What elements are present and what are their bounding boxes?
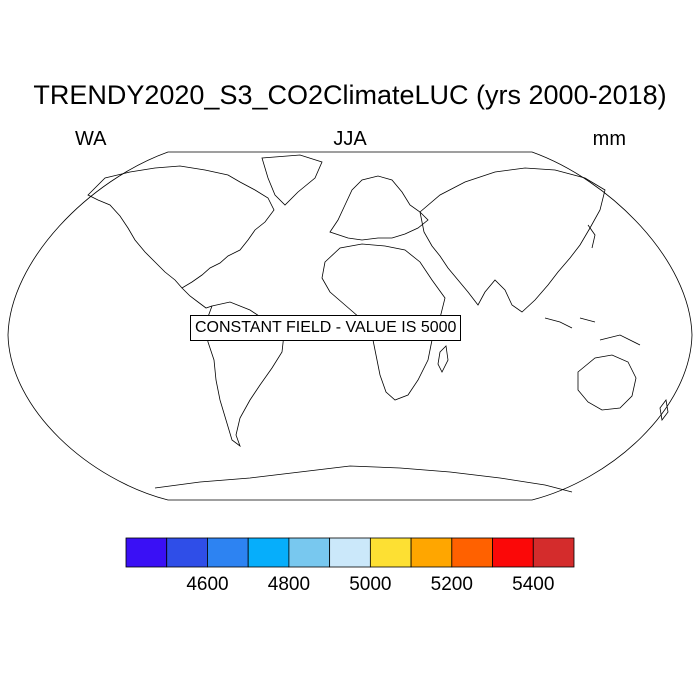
japan-coast [587, 224, 596, 249]
constant-field-label: CONSTANT FIELD - VALUE IS 5000 [190, 315, 462, 341]
greenland-coast [261, 154, 323, 206]
antarctica-coast [154, 465, 573, 493]
world-map [7, 151, 693, 501]
asia-coast [419, 167, 606, 313]
plot-title: TRENDY2020_S3_CO2ClimateLUC (yrs 2000-20… [33, 80, 667, 110]
center-string: JJA [333, 128, 367, 150]
units-string: mm [592, 128, 626, 150]
colorbar-tick-label: 4800 [268, 574, 310, 595]
colorbar-boxes [125, 537, 575, 568]
colorbar-tick-label: 5000 [349, 574, 391, 595]
southeast-asia-islands [544, 317, 641, 346]
colorbar-box [288, 537, 331, 568]
colorbar-box [329, 537, 371, 568]
colorbar-tick-label: 4600 [186, 574, 228, 595]
colorbar-tick-label: 5400 [512, 574, 554, 595]
colorbar-box [410, 537, 453, 568]
colorbar-box [166, 537, 208, 568]
central-america-coast [181, 287, 213, 309]
colorbar-tick-label: 5200 [431, 574, 473, 595]
new-zealand-coast [659, 399, 669, 421]
colorbar-box [492, 537, 534, 568]
colorbar-box [451, 537, 493, 568]
left-string: WA [75, 128, 107, 150]
colorbar: 4600 4800 5000 5200 5400 [125, 537, 575, 595]
madagascar-coast [437, 345, 449, 373]
colorbar-box [247, 537, 290, 568]
colorbar-box [125, 537, 168, 568]
australia-coast [577, 354, 637, 411]
colorbar-box [532, 537, 575, 568]
north-america-coast [87, 165, 275, 289]
colorbar-box [207, 537, 249, 568]
africa-coast [321, 243, 446, 401]
europe-coast [329, 175, 429, 241]
map-boundary [7, 151, 693, 501]
colorbar-box [369, 537, 412, 568]
colorbar-labels: 4600 4800 5000 5200 5400 [186, 574, 554, 595]
